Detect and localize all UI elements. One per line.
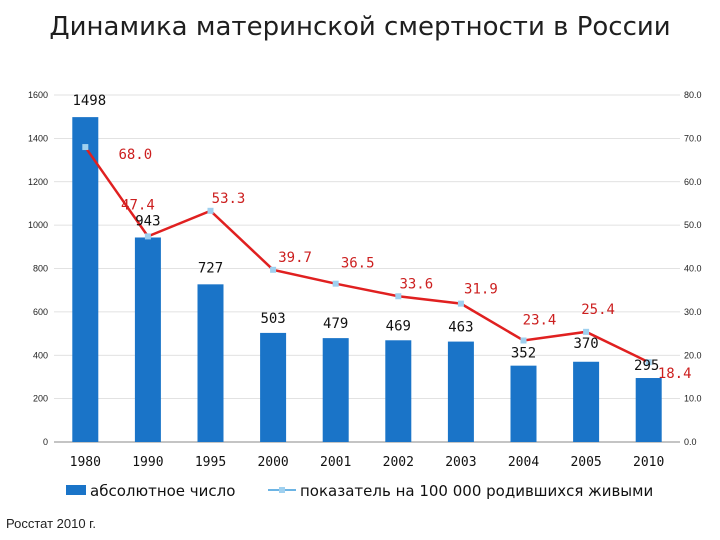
rate-value-label: 25.4 (581, 302, 615, 318)
bar-value-label: 352 (511, 346, 536, 362)
bar-2010 (635, 378, 662, 442)
bar-2005 (573, 361, 600, 442)
bar-value-label: 469 (386, 318, 411, 334)
chart-title: Динамика материнской смертности в России (49, 12, 671, 42)
bar-value-label: 479 (323, 316, 348, 332)
x-tick-label: 2001 (320, 455, 351, 470)
y-right-tick-label: 40.0 (684, 264, 702, 274)
rate-value-label: 18.4 (658, 366, 692, 382)
y-right-tick-label: 60.0 (684, 177, 702, 187)
rate-value-label: 68.0 (118, 147, 152, 163)
bar-value-label: 370 (573, 336, 598, 352)
bar-value-label: 463 (448, 320, 473, 336)
y-left-tick-label: 1600 (28, 90, 48, 100)
rate-value-label: 33.6 (399, 276, 433, 292)
y-right-tick-label: 70.0 (684, 133, 702, 143)
y-left-tick-label: 1400 (28, 133, 48, 143)
y-left-tick-label: 600 (33, 307, 48, 317)
x-tick-label: 1990 (132, 455, 163, 470)
rate-point-2001 (332, 280, 339, 287)
bar-value-label: 943 (135, 213, 160, 229)
legend-label-line: показатель на 100 000 родившихся живыми (300, 482, 653, 500)
rate-point-2003 (457, 300, 464, 307)
x-tick-label: 2000 (257, 455, 288, 470)
bar-1980 (72, 117, 99, 442)
rate-point-1995 (207, 207, 214, 214)
x-tick-label: 2010 (633, 455, 664, 470)
legend-label-bars: абсолютное число (90, 482, 235, 500)
x-tick-label: 1980 (70, 455, 101, 470)
y-left-tick-label: 400 (33, 350, 48, 360)
rate-value-label: 36.5 (341, 256, 375, 272)
rate-value-label: 39.7 (278, 250, 312, 266)
bar-2002 (385, 340, 412, 442)
rate-value-label: 31.9 (464, 282, 498, 298)
rate-point-1980 (82, 144, 89, 151)
rate-point-2005 (583, 328, 590, 335)
bar-2000 (260, 332, 287, 442)
x-tick-label: 1995 (195, 455, 226, 470)
y-right-tick-label: 50.0 (684, 220, 702, 230)
rate-point-2000 (270, 266, 277, 273)
bar-value-label: 295 (634, 358, 659, 374)
rate-value-label: 47.4 (121, 197, 155, 213)
legend-swatch-marker (279, 487, 285, 493)
bar-2001 (322, 338, 349, 442)
y-right-tick-label: 0.0 (684, 437, 697, 447)
y-left-tick-label: 200 (33, 394, 48, 404)
y-right-tick-label: 80.0 (684, 90, 702, 100)
rate-value-label: 23.4 (523, 313, 557, 329)
y-right-tick-label: 10.0 (684, 394, 702, 404)
rate-line (84, 146, 650, 364)
x-tick-label: 2005 (570, 455, 601, 470)
bar-2003 (447, 341, 474, 442)
rate-point-2004 (520, 337, 527, 344)
y-right-tick-label: 20.0 (684, 350, 702, 360)
y-left-tick-label: 1000 (28, 220, 48, 230)
x-tick-label: 2002 (383, 455, 414, 470)
rate-point-2010 (645, 359, 652, 366)
legend-swatch-bars (66, 485, 86, 495)
bar-2004 (510, 365, 537, 442)
y-left-tick-label: 0 (43, 437, 48, 447)
y-left-tick-label: 1200 (28, 177, 48, 187)
bar-value-label: 503 (260, 311, 285, 327)
bar-1995 (197, 284, 224, 442)
x-tick-label: 2003 (445, 455, 476, 470)
y-left-tick-label: 800 (33, 264, 48, 274)
source-note: Росстат 2010 г. (6, 516, 96, 531)
bar-value-label: 1498 (72, 93, 106, 109)
rate-point-1990 (144, 233, 151, 240)
y-right-tick-label: 30.0 (684, 307, 702, 317)
bar-value-label: 727 (198, 260, 223, 276)
rate-value-label: 53.3 (212, 191, 246, 207)
bar-1990 (134, 237, 161, 442)
x-tick-label: 2004 (508, 455, 539, 470)
rate-point-2002 (395, 293, 402, 300)
